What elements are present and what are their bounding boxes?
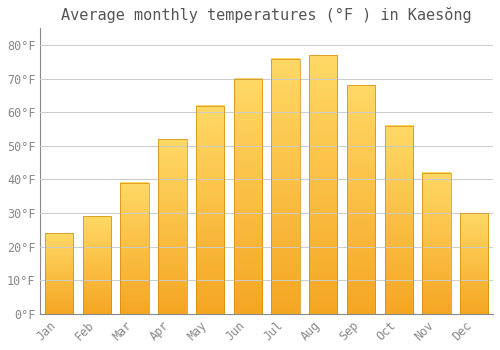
Bar	[384, 126, 413, 314]
Title: Average monthly temperatures (°F ) in Kaesŏng: Average monthly temperatures (°F ) in Ka…	[62, 7, 472, 23]
Bar	[422, 173, 450, 314]
Bar	[158, 139, 186, 314]
Bar	[347, 85, 375, 314]
Bar	[120, 183, 149, 314]
Bar	[460, 213, 488, 314]
Bar	[83, 216, 111, 314]
Bar	[45, 233, 74, 314]
Bar	[234, 79, 262, 314]
Bar	[196, 106, 224, 314]
Bar	[272, 58, 299, 314]
Bar	[309, 55, 338, 314]
